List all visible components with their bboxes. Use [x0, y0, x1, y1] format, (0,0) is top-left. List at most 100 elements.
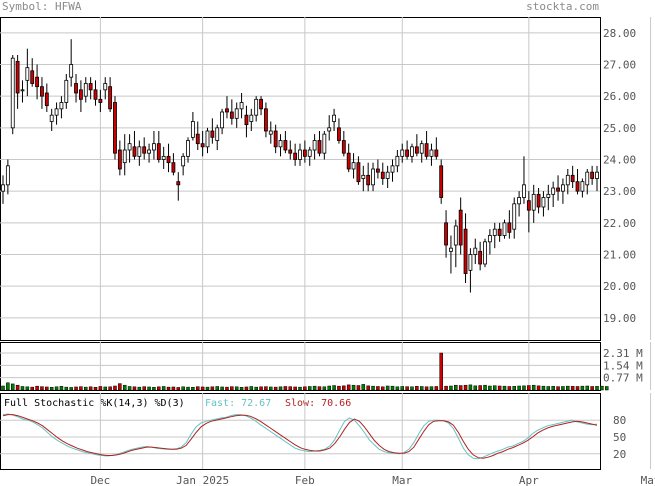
volume-bar — [507, 386, 512, 391]
candle-body — [556, 187, 560, 192]
volume-bar — [234, 386, 239, 391]
volume-bar — [566, 385, 570, 391]
volume-bar — [93, 387, 98, 391]
volume-tick-label: 2.31 M — [603, 347, 643, 360]
fast-line — [2, 413, 598, 460]
candle-body — [302, 149, 307, 157]
candle-body — [580, 181, 585, 192]
candle-body — [375, 168, 380, 173]
volume-bar — [604, 386, 609, 391]
volume-bar — [541, 385, 546, 391]
volume-bar — [6, 382, 10, 391]
candle-body — [468, 254, 473, 271]
volume-bar — [161, 386, 166, 391]
candle-body — [273, 130, 278, 148]
volume-bar — [122, 384, 127, 391]
volume-bar — [478, 385, 482, 391]
volume-bar — [512, 386, 516, 391]
candle-body — [298, 149, 302, 160]
slow-line — [2, 414, 598, 459]
volume-bar — [376, 386, 380, 391]
volume-bar — [434, 386, 439, 391]
candle-body — [512, 203, 517, 230]
volume-bar — [239, 387, 244, 391]
stochastic-frame — [0, 393, 601, 470]
candle-body — [64, 79, 69, 103]
candle-body — [5, 165, 10, 186]
volume-bar — [580, 385, 585, 391]
volume-bar — [356, 385, 361, 391]
candle-body — [225, 108, 229, 113]
candle-body — [74, 83, 78, 94]
volume-frame — [0, 342, 601, 391]
candle-body — [268, 130, 273, 135]
candle-body — [254, 98, 259, 116]
symbol-label: Symbol: HFWA — [2, 0, 82, 13]
volume-bar — [269, 386, 273, 391]
stochastic-tick-label: 80 — [613, 414, 626, 427]
volume-bar — [88, 386, 93, 391]
volume-bar — [45, 386, 49, 391]
candle-body — [565, 174, 570, 186]
candle-body — [1, 184, 5, 192]
candle-body — [103, 83, 108, 91]
volume-bar — [561, 386, 565, 391]
volume-bar — [419, 386, 424, 391]
candle-body — [429, 149, 434, 157]
volume-bar — [346, 384, 351, 391]
volume-bar — [225, 386, 229, 391]
price-tick-label: 27.00 — [603, 59, 636, 72]
candle-body — [541, 197, 546, 208]
volume-bar — [312, 385, 317, 391]
volume-bar — [337, 385, 341, 391]
volume-bar — [351, 384, 356, 391]
price-panel: 19.00 20.00 21.00 22.00 23.00 24.00 25.00 26.00… — [0, 17, 652, 341]
stochastic-tick-label: 50 — [613, 431, 626, 444]
candle-body — [59, 102, 64, 110]
candle-body — [171, 162, 176, 173]
candle-body — [517, 197, 522, 205]
volume-bar — [595, 386, 599, 391]
volume-bar — [132, 386, 137, 391]
volume-bar — [108, 386, 112, 391]
volume-bar — [410, 386, 414, 391]
candle-body — [132, 146, 137, 157]
candle-body — [259, 98, 263, 110]
volume-bar — [259, 386, 263, 391]
volume-bar — [575, 386, 580, 391]
candle-body — [278, 140, 283, 148]
candle-body — [293, 152, 298, 160]
volume-bar — [264, 386, 268, 391]
volume-bar — [244, 386, 249, 391]
volume-bar — [454, 384, 458, 391]
volume-bar — [137, 386, 142, 391]
candle-body — [351, 162, 356, 170]
volume-bar — [181, 386, 185, 391]
volume-bar — [468, 384, 473, 391]
volume-bar — [273, 386, 278, 391]
volume-bar — [342, 385, 346, 391]
price-tick-label: 21.00 — [603, 249, 636, 262]
candle-body — [195, 133, 200, 145]
candle-body — [288, 149, 293, 154]
volume-bar — [1, 385, 5, 391]
candle-body — [161, 155, 166, 160]
candle-body — [371, 168, 375, 186]
candle-body — [312, 140, 317, 151]
candle-body — [546, 193, 551, 198]
volume-bar — [536, 385, 541, 391]
candle-body — [390, 165, 395, 173]
candle-body — [332, 114, 336, 122]
candle-body — [264, 108, 268, 132]
candle-body — [487, 235, 492, 243]
volume-bar — [288, 386, 293, 391]
candle-body — [478, 250, 483, 265]
candle-body — [78, 89, 83, 100]
candle-body — [54, 108, 59, 116]
volume-bar — [195, 386, 200, 391]
volume-bar — [59, 386, 64, 391]
stochastic-fast-label: Fast: 72.67 — [205, 398, 271, 409]
candle-body — [356, 162, 361, 183]
candle-body — [117, 149, 122, 170]
volume-bar — [429, 386, 434, 391]
